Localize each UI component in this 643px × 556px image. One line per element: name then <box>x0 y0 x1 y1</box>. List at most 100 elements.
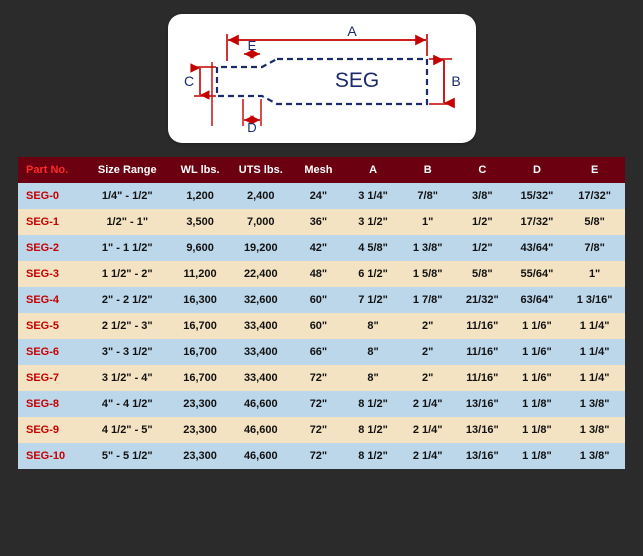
cell: 1 1/8" <box>510 417 565 443</box>
table-row: SEG-84" - 4 1/2"23,30046,60072"8 1/2"2 1… <box>18 391 625 417</box>
table-row: SEG-31 1/2" - 2"11,20022,40048"6 1/2"1 5… <box>18 261 625 287</box>
cell: 63/64" <box>510 287 565 313</box>
body-outline <box>217 59 427 104</box>
cell: 3,500 <box>170 209 231 235</box>
cell: 2" - 2 1/2" <box>85 287 170 313</box>
cell: 6 1/2" <box>346 261 401 287</box>
cell: 1" - 1 1/2" <box>85 235 170 261</box>
col-wl: WL lbs. <box>170 157 231 183</box>
cell-partno: SEG-0 <box>18 183 85 209</box>
col-b: B <box>400 157 455 183</box>
diagram-container: SEG A E C B <box>0 0 643 151</box>
cell-partno: SEG-3 <box>18 261 85 287</box>
cell: 15/32" <box>510 183 565 209</box>
cell-partno: SEG-8 <box>18 391 85 417</box>
cell: 1 7/8" <box>400 287 455 313</box>
cell: 1 1/2" - 2" <box>85 261 170 287</box>
diagram-card: SEG A E C B <box>168 14 476 143</box>
cell: 17/32" <box>510 209 565 235</box>
table-row: SEG-52 1/2" - 3"16,70033,40060"8"2"11/16… <box>18 313 625 339</box>
col-mesh: Mesh <box>291 157 346 183</box>
table-row: SEG-73 1/2" - 4"16,70033,40072"8"2"11/16… <box>18 365 625 391</box>
table-body: SEG-01/4" - 1/2"1,2002,40024"3 1/4"7/8"3… <box>18 183 625 469</box>
cell: 2 1/4" <box>400 443 455 469</box>
table-row: SEG-94 1/2" - 5"23,30046,60072"8 1/2"2 1… <box>18 417 625 443</box>
col-sizerange: Size Range <box>85 157 170 183</box>
cell: 16,700 <box>170 339 231 365</box>
cell: 46,600 <box>230 417 291 443</box>
cell: 66" <box>291 339 346 365</box>
cell: 8 1/2" <box>346 443 401 469</box>
cell-partno: SEG-7 <box>18 365 85 391</box>
col-uts: UTS lbs. <box>230 157 291 183</box>
cell-partno: SEG-10 <box>18 443 85 469</box>
cell-partno: SEG-4 <box>18 287 85 313</box>
cell: 11/16" <box>455 339 510 365</box>
table-row: SEG-11/2" - 1"3,5007,00036"3 1/2"1"1/2"1… <box>18 209 625 235</box>
dim-A-label: A <box>347 24 357 39</box>
cell: 1,200 <box>170 183 231 209</box>
cell: 2 1/4" <box>400 391 455 417</box>
col-a: A <box>346 157 401 183</box>
cell: 3 1/4" <box>346 183 401 209</box>
cell: 7/8" <box>400 183 455 209</box>
col-c: C <box>455 157 510 183</box>
col-e: E <box>564 157 625 183</box>
cell: 32,600 <box>230 287 291 313</box>
cell: 11/16" <box>455 313 510 339</box>
cell: 46,600 <box>230 391 291 417</box>
cell: 4 5/8" <box>346 235 401 261</box>
cell: 1 1/6" <box>510 365 565 391</box>
cell: 1 1/8" <box>510 443 565 469</box>
cell: 5/8" <box>564 209 625 235</box>
cell: 8 1/2" <box>346 417 401 443</box>
cell: 8 1/2" <box>346 391 401 417</box>
cell: 48" <box>291 261 346 287</box>
cell: 1/2" <box>455 235 510 261</box>
cell: 1" <box>564 261 625 287</box>
cell: 60" <box>291 287 346 313</box>
cell: 16,700 <box>170 365 231 391</box>
cell: 13/16" <box>455 443 510 469</box>
cell: 3 1/2" <box>346 209 401 235</box>
cell: 43/64" <box>510 235 565 261</box>
spec-table-container: Part No. Size Range WL lbs. UTS lbs. Mes… <box>0 151 643 469</box>
table-header: Part No. Size Range WL lbs. UTS lbs. Mes… <box>18 157 625 183</box>
cell: 55/64" <box>510 261 565 287</box>
dim-D-label: D <box>247 120 256 134</box>
cell: 3" - 3 1/2" <box>85 339 170 365</box>
seg-diagram: SEG A E C B <box>182 24 462 134</box>
cell: 72" <box>291 391 346 417</box>
cell: 21/32" <box>455 287 510 313</box>
cell: 4" - 4 1/2" <box>85 391 170 417</box>
cell-partno: SEG-2 <box>18 235 85 261</box>
cell: 1 1/6" <box>510 313 565 339</box>
cell: 72" <box>291 443 346 469</box>
dim-C-label: C <box>183 73 193 89</box>
cell-partno: SEG-6 <box>18 339 85 365</box>
cell: 13/16" <box>455 391 510 417</box>
cell: 2 1/2" - 3" <box>85 313 170 339</box>
cell: 36" <box>291 209 346 235</box>
cell-partno: SEG-1 <box>18 209 85 235</box>
cell: 8" <box>346 339 401 365</box>
cell: 1/2" - 1" <box>85 209 170 235</box>
cell: 33,400 <box>230 313 291 339</box>
cell: 3 1/2" - 4" <box>85 365 170 391</box>
cell: 5/8" <box>455 261 510 287</box>
cell: 7/8" <box>564 235 625 261</box>
cell: 7 1/2" <box>346 287 401 313</box>
cell: 1/2" <box>455 209 510 235</box>
cell: 23,300 <box>170 443 231 469</box>
cell: 72" <box>291 417 346 443</box>
cell: 72" <box>291 365 346 391</box>
cell: 19,200 <box>230 235 291 261</box>
cell: 4 1/2" - 5" <box>85 417 170 443</box>
cell: 1 1/4" <box>564 365 625 391</box>
cell: 17/32" <box>564 183 625 209</box>
cell: 1 3/8" <box>564 391 625 417</box>
cell: 24" <box>291 183 346 209</box>
cell: 33,400 <box>230 365 291 391</box>
cell: 7,000 <box>230 209 291 235</box>
cell: 1 1/4" <box>564 313 625 339</box>
